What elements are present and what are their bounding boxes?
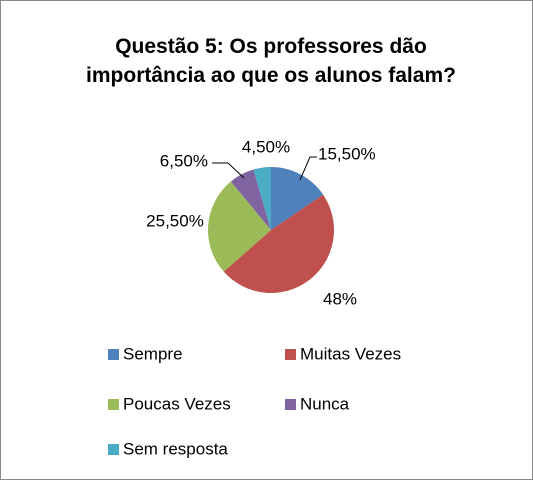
pie-slice xyxy=(223,194,335,294)
pie-slice xyxy=(207,181,271,272)
legend-label: Nunca xyxy=(300,394,350,413)
legend-label: Sempre xyxy=(123,344,183,363)
data-label: 15,50% xyxy=(318,144,376,163)
data-label: 25,50% xyxy=(146,211,204,230)
legend-swatch xyxy=(285,399,296,410)
legend-label: Sem resposta xyxy=(123,439,228,458)
pie-slice xyxy=(230,169,271,230)
leader-line xyxy=(299,156,317,181)
data-label: 4,50% xyxy=(242,137,290,156)
legend-label: Muitas Vezes xyxy=(300,344,401,363)
data-label: 6,50% xyxy=(160,151,208,170)
chart-title: Questão 5: Os professores dão importânci… xyxy=(86,35,456,87)
legend-swatch xyxy=(108,444,119,455)
legend-swatch xyxy=(108,399,119,410)
legend-label: Poucas Vezes xyxy=(123,394,231,413)
pie-slice xyxy=(271,167,324,230)
leader-line xyxy=(212,162,245,179)
legend-swatch xyxy=(285,349,296,360)
pie-slice xyxy=(253,167,271,230)
data-label: 48% xyxy=(323,289,357,308)
legend-swatch xyxy=(108,349,119,360)
